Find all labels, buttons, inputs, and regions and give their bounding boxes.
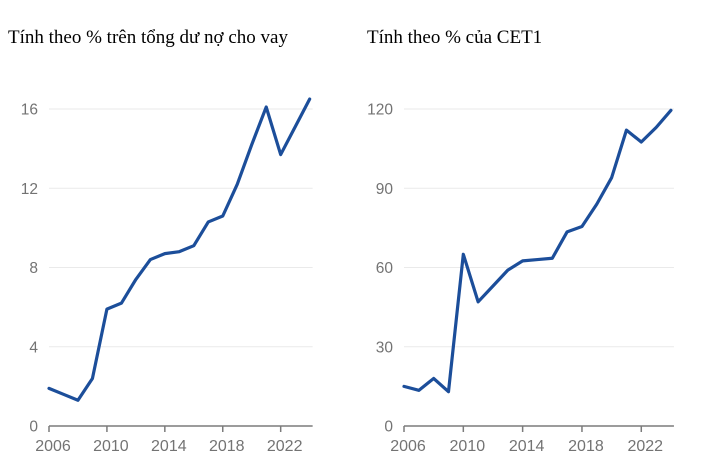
left-chart-plot: 0 4 8 12 16 2006 2010 2014 2018 2022 [21, 97, 313, 455]
y-tick-label: 30 [376, 339, 394, 356]
x-tick-label: 2006 [390, 438, 426, 455]
data-line [47, 97, 312, 402]
x-tick-label: 2010 [450, 438, 486, 455]
x-tick-label: 2014 [509, 438, 545, 455]
gridlines [404, 108, 674, 348]
chart-title-left: Tính theo % trên tổng dư nợ cho vay [8, 27, 288, 48]
right-chart-plot: 0 30 60 90 120 2006 2010 2014 2018 2022 [367, 102, 674, 455]
x-tick-label: 2014 [151, 438, 187, 455]
y-tick-label: 4 [29, 339, 38, 356]
x-axis: 2006 2010 2014 2018 2022 [35, 425, 313, 455]
x-tick-label: 2006 [35, 438, 71, 455]
data-line [402, 108, 673, 394]
chart-title-right: Tính theo % của CET1 [367, 27, 543, 48]
y-tick-label: 0 [29, 419, 38, 436]
y-tick-label: 0 [384, 419, 393, 436]
y-tick-label: 8 [29, 260, 38, 277]
x-tick-label: 2010 [93, 438, 129, 455]
gridlines [49, 108, 313, 348]
x-tick-label: 2018 [568, 438, 604, 455]
x-tick-label: 2022 [627, 438, 663, 455]
y-tick-label: 16 [21, 102, 38, 119]
x-tick-label: 2018 [209, 438, 245, 455]
y-tick-label: 60 [376, 260, 394, 277]
y-tick-label: 12 [21, 181, 38, 198]
y-axis-labels: 0 4 8 12 16 [21, 102, 39, 436]
y-tick-label: 90 [376, 181, 394, 198]
y-tick-label: 120 [367, 102, 393, 119]
x-tick-label: 2022 [267, 438, 303, 455]
y-axis-labels: 0 30 60 90 120 [367, 102, 393, 436]
x-axis: 2006 2010 2014 2018 2022 [390, 425, 674, 455]
